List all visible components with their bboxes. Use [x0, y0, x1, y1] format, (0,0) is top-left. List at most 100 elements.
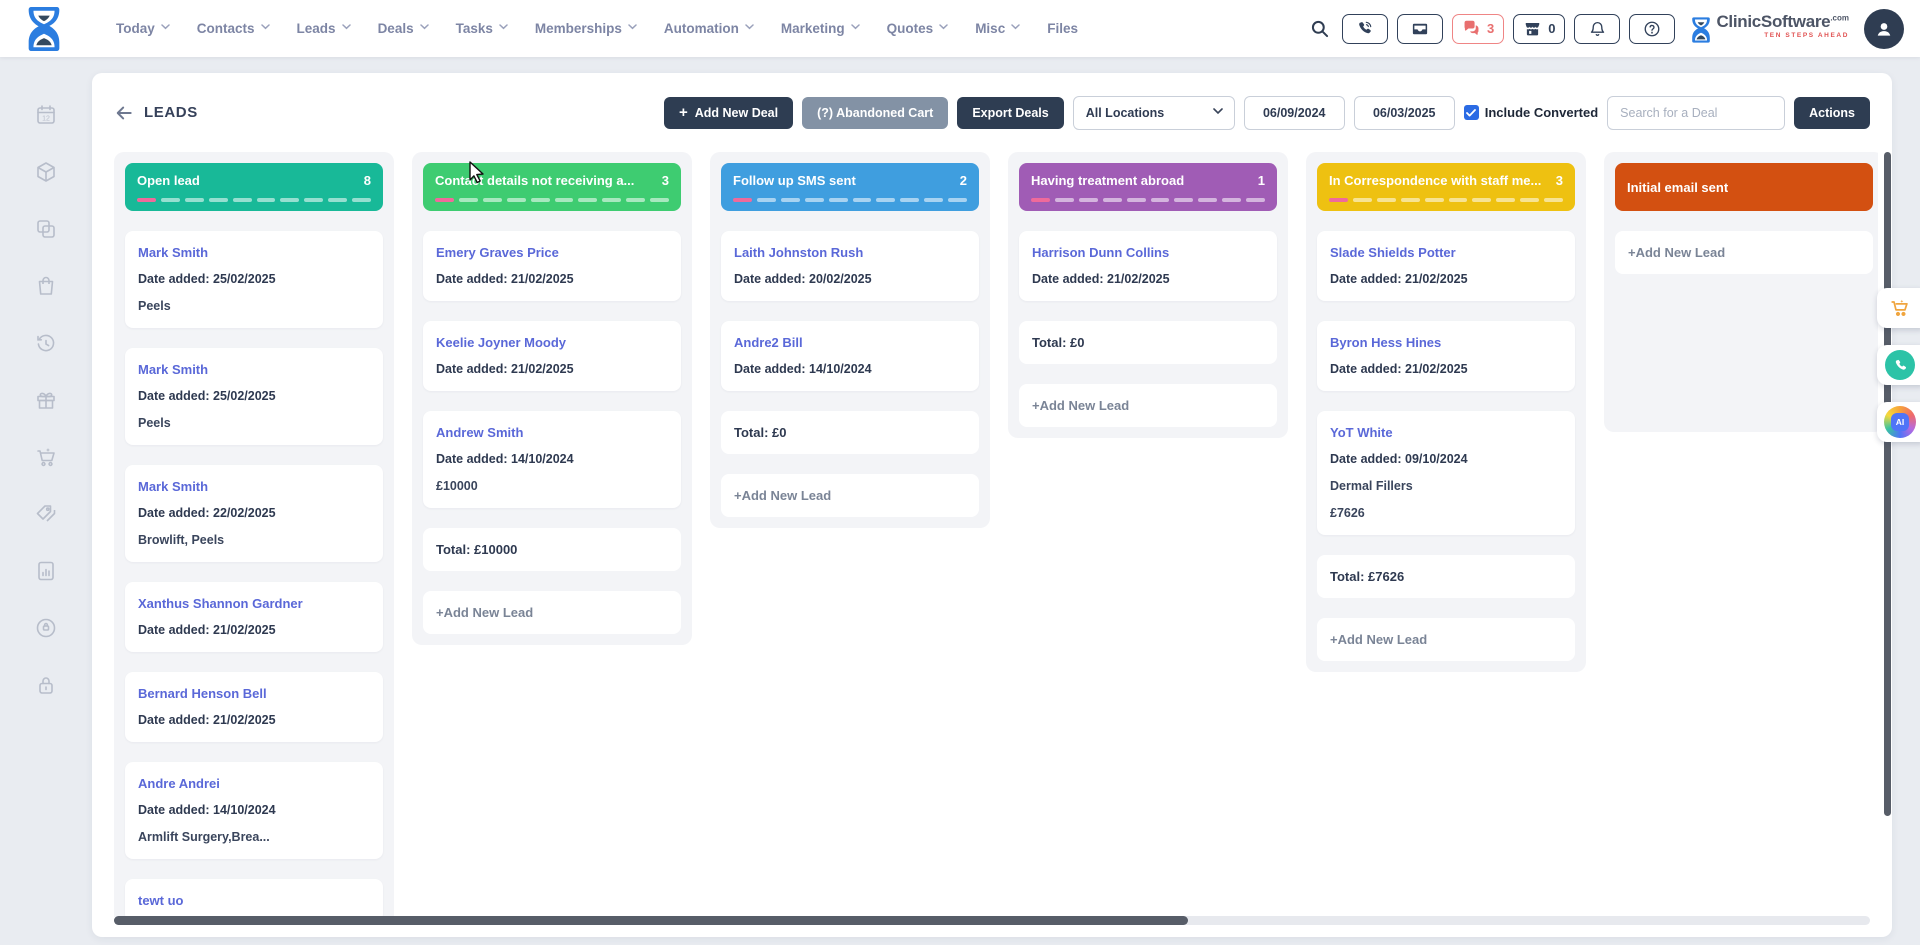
nav-item-leads[interactable]: Leads [297, 21, 351, 36]
lead-card[interactable]: Laith Johnston Rush Date added: 20/02/20… [721, 231, 979, 301]
lead-name-link[interactable]: Harrison Dunn Collins [1032, 245, 1170, 260]
leads-toolbar: LEADS + Add New Deal (?) Abandoned Cart … [92, 73, 1892, 152]
horizontal-scrollbar-thumb[interactable] [114, 916, 1188, 925]
quick-call-button[interactable] [1877, 345, 1920, 385]
nav-item-quotes[interactable]: Quotes [887, 21, 949, 36]
progress-dash [602, 198, 622, 202]
lead-card[interactable]: Mark Smith Date added: 25/02/2025 Peels [125, 231, 383, 328]
abandoned-cart-button[interactable]: (?) Abandoned Cart [802, 96, 949, 129]
add-new-lead-button[interactable]: +Add New Lead [1317, 618, 1575, 661]
help-button[interactable] [1629, 13, 1676, 44]
vertical-scrollbar-thumb[interactable] [1884, 152, 1891, 816]
lead-name-link[interactable]: Andrew Smith [436, 425, 524, 440]
lead-card[interactable]: Mark Smith Date added: 22/02/2025 Browli… [125, 465, 383, 562]
user-avatar[interactable] [1864, 8, 1904, 49]
quick-ai-button[interactable]: AI [1877, 402, 1920, 442]
lead-name-link[interactable]: YoT White [1330, 425, 1393, 440]
lead-card[interactable]: Xanthus Shannon Gardner Date added: 21/0… [125, 582, 383, 652]
nav-item-memberships[interactable]: Memberships [535, 21, 637, 36]
hourglass-logo-icon[interactable] [24, 6, 64, 52]
vertical-scrollbar-track[interactable] [1884, 152, 1891, 915]
lead-card[interactable]: Mark Smith Date added: 25/02/2025 Peels [125, 348, 383, 445]
lead-card[interactable]: Bernard Henson Bell Date added: 21/02/20… [125, 672, 383, 742]
column-body: Slade Shields Potter Date added: 21/02/2… [1317, 231, 1575, 661]
lead-name-link[interactable]: Keelie Joyner Moody [436, 335, 567, 350]
lead-name-link[interactable]: Slade Shields Potter [1330, 245, 1456, 260]
lead-card[interactable]: Harrison Dunn Collins Date added: 21/02/… [1019, 231, 1277, 301]
lead-name-link[interactable]: Mark Smith [138, 479, 209, 494]
column-header[interactable]: Having treatment abroad 1 [1019, 163, 1277, 211]
nav-item-tasks[interactable]: Tasks [456, 21, 508, 36]
column-header[interactable]: Open lead 8 [125, 163, 383, 211]
lead-name-link[interactable]: Mark Smith [138, 362, 209, 377]
package-icon[interactable] [34, 160, 58, 184]
clinicsoftware-logo[interactable]: ClinicSoftware.com TEN STEPS AHEAD [1690, 13, 1849, 45]
export-deals-button[interactable]: Export Deals [957, 96, 1064, 129]
shopping-bag-icon[interactable] [34, 274, 58, 298]
account-privacy-icon[interactable] [34, 616, 58, 640]
location-select[interactable]: All Locations [1072, 95, 1235, 130]
lead-name-link[interactable]: Laith Johnston Rush [734, 245, 864, 260]
history-icon[interactable] [34, 331, 58, 355]
lead-date-added: Date added: 14/10/2024 [734, 362, 872, 376]
nav-item-misc[interactable]: Misc [975, 21, 1020, 36]
date-to-field[interactable]: 06/03/2025 [1353, 95, 1455, 130]
lead-name-link[interactable]: Emery Graves Price [436, 245, 559, 260]
lead-name-link[interactable]: Bernard Henson Bell [138, 686, 267, 701]
lead-card[interactable]: Andre Andrei Date added: 14/10/2024 Arml… [125, 762, 383, 859]
lead-name-link[interactable]: Mark Smith [138, 245, 209, 260]
phone-button[interactable] [1341, 13, 1388, 44]
nav-item-today[interactable]: Today [116, 21, 170, 36]
add-new-lead-button[interactable]: +Add New Lead [423, 591, 681, 634]
chat-button[interactable]: 3 [1451, 13, 1505, 44]
quick-cart-button[interactable] [1877, 288, 1920, 328]
cart-icon[interactable] [34, 445, 58, 469]
gift-icon[interactable] [34, 388, 58, 412]
nav-item-marketing[interactable]: Marketing [781, 21, 860, 36]
add-new-lead-button[interactable]: +Add New Lead [1019, 384, 1277, 427]
actions-button[interactable]: Actions [1794, 96, 1870, 129]
lead-card[interactable]: Keelie Joyner Moody Date added: 21/02/20… [423, 321, 681, 391]
lead-card[interactable]: Andre2 Bill Date added: 14/10/2024 [721, 321, 979, 391]
calendar-icon[interactable]: 12 [34, 103, 58, 127]
store-count-badge: 0 [1548, 21, 1556, 36]
nav-item-contacts[interactable]: Contacts [197, 21, 270, 36]
report-icon[interactable] [34, 559, 58, 583]
deal-search-input[interactable] [1607, 95, 1786, 130]
topbar-actions: 3 0 [1307, 8, 1904, 49]
add-new-lead-button[interactable]: +Add New Lead [721, 474, 979, 517]
back-arrow-icon[interactable] [114, 103, 134, 123]
notifications-button[interactable] [1574, 13, 1621, 44]
lead-card[interactable]: Slade Shields Potter Date added: 21/02/2… [1317, 231, 1575, 301]
include-converted-toggle[interactable]: Include Converted [1463, 105, 1598, 120]
lead-name-link[interactable]: tewt uo [138, 893, 184, 908]
column-header[interactable]: In Correspondence with staff me... 3 [1317, 163, 1575, 211]
lead-name-link[interactable]: Andre Andrei [138, 776, 220, 791]
nav-item-deals[interactable]: Deals [378, 21, 429, 36]
checkbox-checked-icon[interactable] [1463, 105, 1479, 120]
column-header[interactable]: Contact details not receiving a... 3 [423, 163, 681, 211]
column-header[interactable]: Follow up SMS sent 2 [721, 163, 979, 211]
duplicate-icon[interactable] [34, 217, 58, 241]
inbox-button[interactable] [1396, 13, 1443, 44]
lead-name-link[interactable]: Xanthus Shannon Gardner [138, 596, 303, 611]
search-icon[interactable] [1307, 16, 1333, 42]
column-header[interactable]: Initial email sent [1615, 163, 1873, 211]
store-button[interactable]: 0 [1513, 13, 1566, 44]
lead-card[interactable]: Byron Hess Hines Date added: 21/02/2025 [1317, 321, 1575, 391]
date-from-field[interactable]: 06/09/2024 [1243, 95, 1345, 130]
lead-card[interactable]: YoT White Date added: 09/10/2024 Dermal … [1317, 411, 1575, 535]
lead-name-link[interactable]: Byron Hess Hines [1330, 335, 1442, 350]
add-new-deal-button[interactable]: + Add New Deal [663, 96, 794, 129]
lock-icon[interactable] [34, 673, 58, 697]
price-tag-icon[interactable] [34, 502, 58, 526]
add-new-lead-button[interactable]: +Add New Lead [1615, 231, 1873, 274]
lead-name-link[interactable]: Andre2 Bill [734, 335, 803, 350]
lead-card[interactable]: Andrew Smith Date added: 14/10/2024 £100… [423, 411, 681, 508]
lead-card[interactable]: tewt uo [125, 879, 383, 917]
lead-card[interactable]: Emery Graves Price Date added: 21/02/202… [423, 231, 681, 301]
nav-item-automation[interactable]: Automation [664, 21, 754, 36]
nav-item-files[interactable]: Files [1047, 21, 1078, 36]
lead-date-added: Date added: 21/02/2025 [138, 713, 276, 727]
horizontal-scrollbar-track[interactable] [114, 916, 1870, 925]
